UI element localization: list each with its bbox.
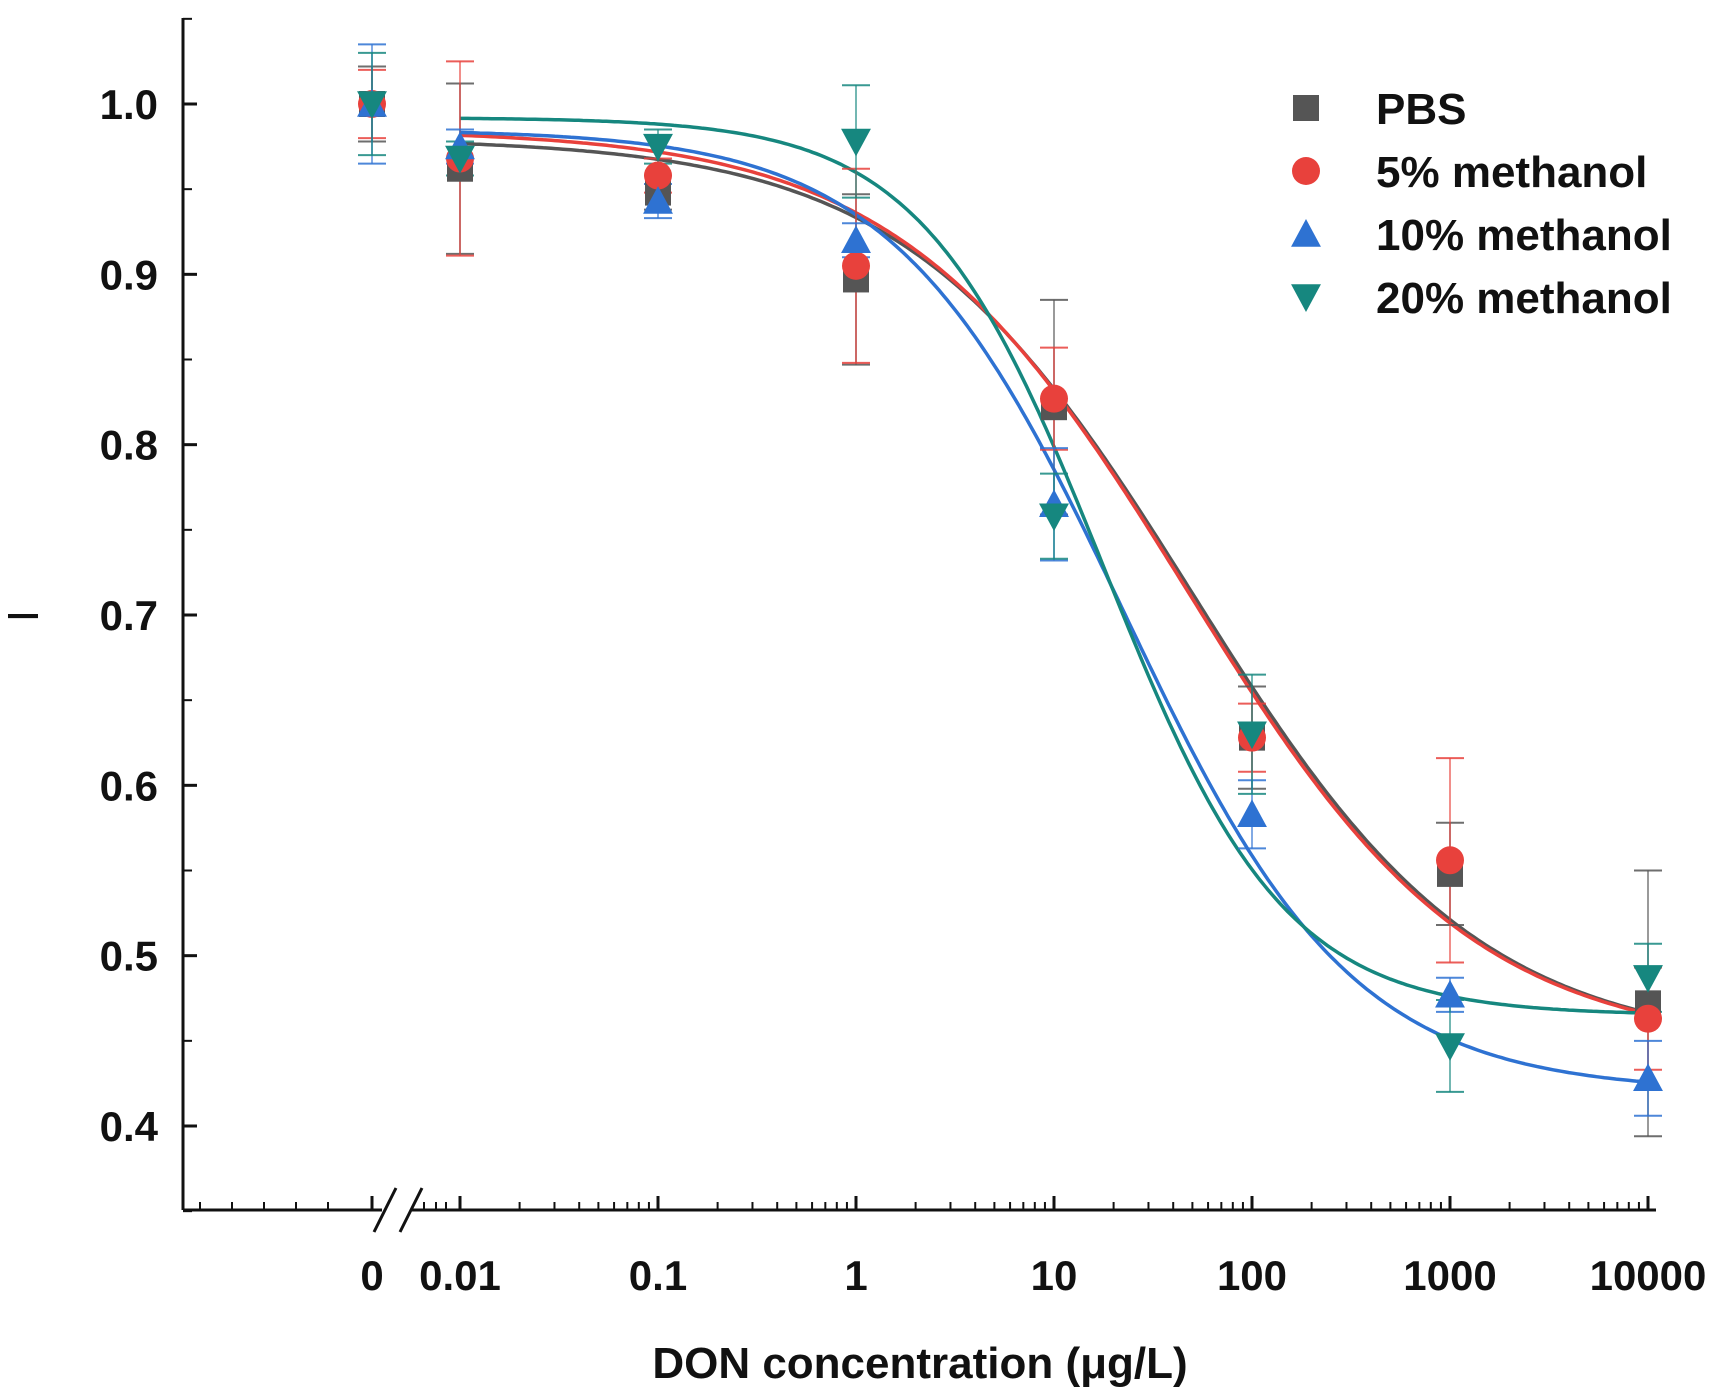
fit-curve (459, 133, 1649, 1016)
x-tick-label: 0.1 (629, 1252, 687, 1299)
y-tick-label: 0.8 (100, 422, 158, 469)
data-point (1633, 1063, 1663, 1092)
y-tick-label: 0.9 (100, 251, 158, 298)
x-tick-label: 10 (1031, 1252, 1078, 1299)
legend-label: 20% methanol (1376, 274, 1672, 323)
data-point (841, 225, 871, 253)
data-point (644, 161, 672, 190)
data-point (643, 186, 673, 214)
data-point (445, 145, 475, 174)
data-point (643, 133, 673, 162)
data-point (842, 251, 870, 280)
y-tick-label: 1.0 (100, 81, 158, 128)
x-tick-label: 0 (360, 1252, 383, 1299)
error-bars (358, 43, 1662, 1138)
axes (181, 18, 1656, 1233)
ticks: 0.4 0.5 0.6 0.7 0.8 0.9 1.0 0 0.01 0.1 1 10 100 1000 1… (100, 17, 1707, 1299)
data-point (1040, 384, 1068, 413)
data-point (1436, 846, 1464, 875)
fit-curves (459, 116, 1649, 1084)
legend-item: 10% methanol (1291, 211, 1672, 260)
data-point (841, 128, 871, 157)
y-tick-label: 0.5 (100, 933, 158, 980)
legend-marker (1291, 219, 1321, 247)
data-points (357, 89, 1663, 1092)
data-point (1435, 979, 1465, 1008)
data-point (1237, 721, 1267, 750)
legend-marker (1291, 284, 1321, 312)
y-tick-label: 0.6 (100, 762, 158, 809)
legend-marker (1293, 95, 1319, 121)
axis-break-mark (398, 1187, 424, 1233)
data-point (357, 91, 387, 119)
data-point (1435, 1033, 1465, 1061)
legend-item: 20% methanol (1291, 274, 1672, 323)
legend-marker (1292, 157, 1320, 185)
data-point (1634, 1004, 1662, 1033)
legend-label: 5% methanol (1376, 148, 1647, 197)
x-tick-label: 100 (1217, 1252, 1287, 1299)
y-tick-label: 0.7 (100, 592, 158, 639)
legend-item: PBS (1293, 85, 1466, 134)
legend-label: PBS (1376, 85, 1466, 134)
legend-label: 10% methanol (1376, 211, 1672, 260)
y-axis-title: I (0, 610, 48, 622)
x-axis-title: DON concentration (μg/L) (652, 1339, 1187, 1388)
axis-break-mark (372, 1187, 398, 1233)
data-point (1039, 503, 1069, 532)
x-tick-label: 10000 (1590, 1252, 1707, 1299)
x-tick-label: 1000 (1403, 1252, 1496, 1299)
legend-item: 5% methanol (1292, 148, 1647, 197)
x-tick-label: 1 (844, 1252, 867, 1299)
data-point (1237, 799, 1267, 827)
data-point (1633, 965, 1663, 993)
x-tick-label: 0.01 (419, 1252, 501, 1299)
y-tick-label: 0.4 (100, 1103, 159, 1150)
legend: PBS 5% methanol 10% methanol 20% methanol (1291, 85, 1672, 323)
